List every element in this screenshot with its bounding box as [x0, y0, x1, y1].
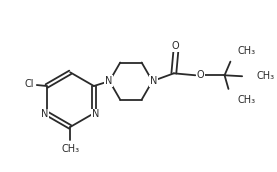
Text: N: N: [105, 76, 112, 86]
Text: O: O: [172, 41, 179, 51]
Text: N: N: [92, 109, 99, 119]
Text: CH₃: CH₃: [257, 71, 275, 81]
Text: O: O: [196, 70, 204, 80]
Text: N: N: [150, 76, 157, 86]
Text: N: N: [41, 109, 48, 119]
Text: CH₃: CH₃: [237, 46, 255, 56]
Text: Cl: Cl: [24, 79, 34, 89]
Text: CH₃: CH₃: [61, 144, 79, 154]
Text: CH₃: CH₃: [237, 95, 255, 105]
